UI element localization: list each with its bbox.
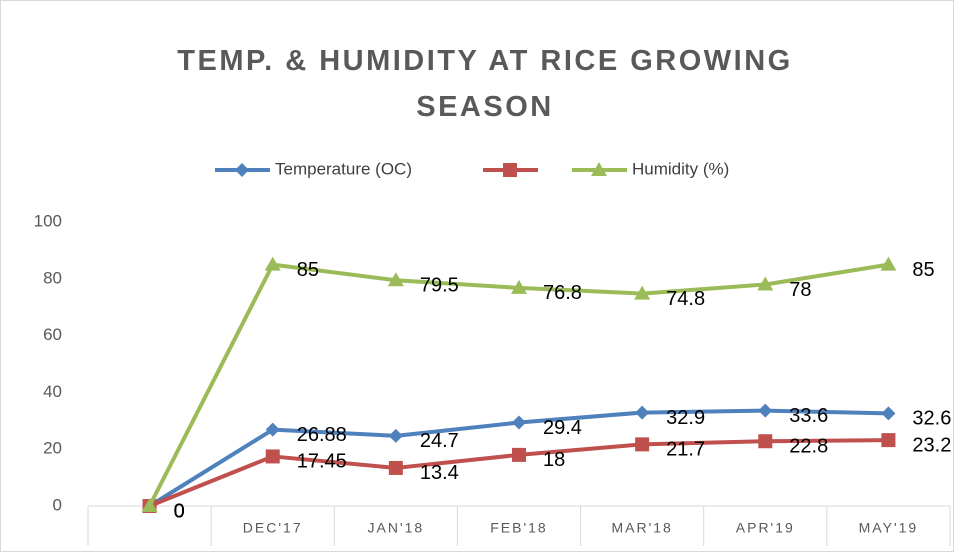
- data-label: 32.6: [912, 408, 951, 430]
- data-label: 0: [174, 500, 185, 522]
- legend-marker: [591, 162, 607, 176]
- data-point: [141, 498, 158, 512]
- data-label: 0: [174, 500, 185, 522]
- data-point: [387, 272, 404, 287]
- data-label: 33.6: [789, 405, 828, 427]
- x-tick-label: APR'19: [736, 520, 795, 536]
- data-label: 29.4: [543, 417, 582, 439]
- data-label: 24.7: [420, 430, 459, 452]
- data-point: [758, 403, 773, 418]
- data-point: [635, 437, 650, 452]
- chart-title: TEMP. & HUMIDITY AT RICE GROWING SEASON: [177, 45, 793, 123]
- data-label: 85: [912, 259, 934, 281]
- y-tick-label: 60: [43, 325, 62, 344]
- data-point: [388, 460, 403, 475]
- data-label: 17.45: [297, 451, 347, 473]
- x-tick-label: FEB'18: [490, 520, 547, 536]
- data-label: 21.7: [666, 439, 705, 461]
- data-label: 23.2: [912, 434, 951, 456]
- y-tick-label: 40: [43, 382, 62, 401]
- data-label: 22.8: [789, 436, 828, 458]
- data-point: [634, 285, 651, 300]
- data-label: 18: [543, 449, 565, 471]
- x-tick-label: MAY'19: [859, 520, 919, 536]
- legend-marker: [503, 163, 517, 177]
- data-point: [881, 433, 896, 448]
- y-tick-label: 0: [53, 495, 62, 514]
- data-point: [635, 405, 650, 420]
- data-label: 32.9: [666, 407, 705, 429]
- x-tick-label: JAN'18: [368, 520, 425, 536]
- data-point: [758, 434, 773, 449]
- data-point: [388, 428, 403, 443]
- x-tick-label: DEC'17: [243, 520, 303, 536]
- data-label: 76.8: [543, 282, 582, 304]
- data-label: 85: [297, 259, 319, 281]
- y-tick-label: 80: [43, 268, 62, 287]
- data-label: 13.4: [420, 462, 459, 484]
- legend-label: Temperature (OC): [275, 159, 412, 178]
- legend-label: Humidity (%): [632, 159, 729, 178]
- data-point: [512, 447, 526, 462]
- data-point: [511, 279, 527, 294]
- y-tick-label: 20: [43, 439, 62, 458]
- data-label: 79.5: [420, 275, 459, 297]
- data-label: 78: [789, 279, 811, 301]
- data-label: 74.8: [666, 288, 705, 310]
- data-point: [880, 256, 897, 271]
- x-tick-label: MAR'18: [611, 520, 672, 536]
- legend-marker: [235, 163, 249, 177]
- data-point: [265, 449, 280, 464]
- y-tick-label: 100: [34, 211, 62, 230]
- data-point: [881, 406, 896, 421]
- data-label: 0: [174, 500, 185, 522]
- data-point: [757, 276, 774, 291]
- data-point: [265, 422, 280, 437]
- data-label: 26.88: [297, 424, 347, 446]
- data-point: [264, 256, 281, 271]
- data-point: [512, 415, 526, 430]
